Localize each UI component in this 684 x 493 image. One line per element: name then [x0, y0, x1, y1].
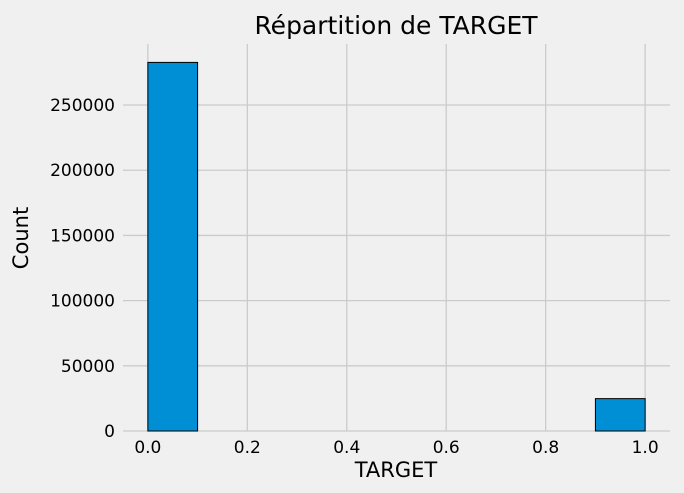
y-tick-labels: 0 50000 100000 150000 200000 250000 — [50, 96, 115, 442]
x-axis-label: TARGET — [354, 458, 438, 482]
y-axis-label: Count — [9, 207, 33, 269]
x-tick-label: 0.6 — [433, 438, 460, 458]
y-gridlines — [123, 104, 670, 432]
x-tick-label: 1.0 — [632, 438, 659, 458]
x-tick-label: 0.2 — [234, 438, 261, 458]
x-gridlines — [147, 44, 646, 431]
chart-title: Répartition de TARGET — [254, 11, 538, 40]
y-tick-label: 150000 — [50, 226, 115, 246]
x-tick-labels: 0.0 0.2 0.4 0.6 0.8 1.0 — [134, 438, 658, 458]
y-tick-label: 100000 — [50, 292, 115, 312]
x-tick-label: 0.4 — [333, 438, 360, 458]
x-tick-label: 0.0 — [134, 438, 161, 458]
y-tick-label: 50000 — [61, 357, 115, 377]
y-tick-label: 200000 — [50, 161, 115, 181]
histogram-bar — [147, 61, 199, 432]
bars — [147, 61, 646, 432]
histogram-bar — [594, 398, 646, 432]
x-tick-label: 0.8 — [532, 438, 559, 458]
y-tick-label: 0 — [104, 422, 115, 442]
y-tick-label: 250000 — [50, 96, 115, 116]
